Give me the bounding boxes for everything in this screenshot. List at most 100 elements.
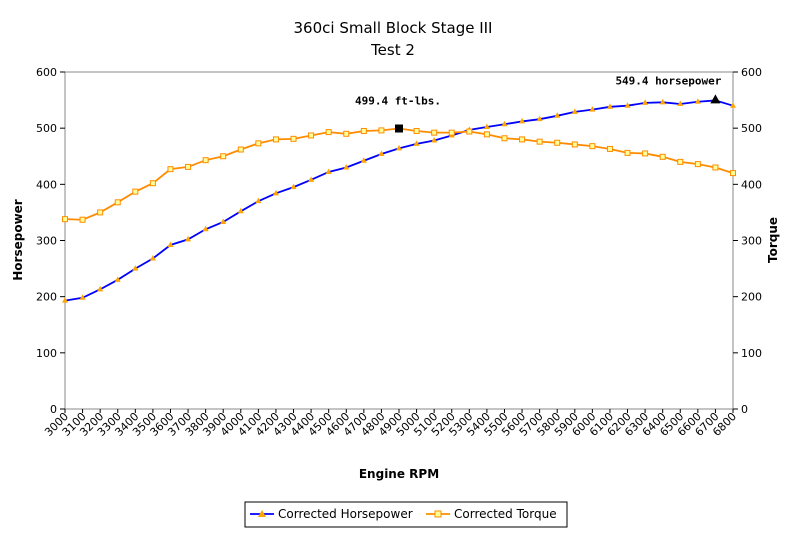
y-left-tick-label: 500 xyxy=(36,122,57,135)
horsepower-point xyxy=(220,218,227,224)
legend-marker-horsepower xyxy=(258,510,266,517)
y-left-tick-label: 200 xyxy=(36,291,57,304)
y-left-tick-label: 300 xyxy=(36,235,57,248)
y-right-tick-label: 0 xyxy=(741,403,748,416)
horsepower-point xyxy=(431,137,438,143)
horsepower-point xyxy=(132,265,139,271)
torque-point xyxy=(519,136,526,143)
torque-point xyxy=(642,150,649,157)
legend-label-horsepower: Corrected Horsepower xyxy=(278,507,413,521)
y-left-tick-label: 600 xyxy=(36,66,57,79)
horsepower-point xyxy=(483,123,490,130)
horsepower-point xyxy=(79,294,86,300)
horsepower-point xyxy=(554,112,561,118)
horsepower-point xyxy=(149,254,156,261)
horsepower-point xyxy=(202,225,209,232)
horsepower-peak-annotation: 549.4 horsepower xyxy=(615,74,721,87)
horsepower-point xyxy=(114,276,121,282)
torque-point xyxy=(255,140,262,147)
torque-point xyxy=(448,129,455,136)
torque-point xyxy=(378,127,385,134)
torque-point xyxy=(185,163,192,170)
horsepower-point xyxy=(589,106,596,112)
y-right-tick-label: 100 xyxy=(741,347,762,360)
horsepower-point xyxy=(378,150,385,157)
torque-point xyxy=(290,135,297,142)
torque-point xyxy=(606,145,613,152)
horsepower-point xyxy=(413,140,420,146)
y-left-tick-label: 0 xyxy=(50,403,57,416)
y-right-tick-label: 500 xyxy=(741,122,762,135)
torque-point xyxy=(202,157,209,164)
y-right-tick-label: 400 xyxy=(741,178,762,191)
torque-point xyxy=(308,132,315,139)
y-left-tick-label: 400 xyxy=(36,178,57,191)
torque-point xyxy=(167,166,174,173)
horsepower-point xyxy=(694,98,701,104)
horsepower-point xyxy=(237,207,244,214)
x-axis: 3000310032003300340035003600370038003900… xyxy=(42,409,739,439)
horsepower-peak-marker xyxy=(710,94,721,104)
horsepower-point xyxy=(167,241,174,247)
torque-point xyxy=(431,129,438,136)
y-right-tick-label: 200 xyxy=(741,291,762,304)
torque-point xyxy=(536,138,543,145)
horsepower-point xyxy=(62,297,68,303)
torque-point xyxy=(730,170,736,177)
horsepower-point xyxy=(677,100,684,107)
horsepower-point xyxy=(272,189,279,196)
horsepower-point xyxy=(606,103,613,109)
torque-point xyxy=(413,127,420,134)
torque-point xyxy=(114,199,121,206)
horsepower-point xyxy=(571,108,578,114)
torque-peak-annotation: 499.4 ft-lbs. xyxy=(355,95,441,108)
torque-point xyxy=(466,128,473,135)
legend-label-torque: Corrected Torque xyxy=(454,507,557,521)
torque-peak-marker xyxy=(395,124,403,133)
series-layer xyxy=(62,96,736,303)
torque-point xyxy=(237,146,244,153)
torque-point xyxy=(571,141,578,148)
y-axis-left-label: Horsepower xyxy=(11,199,25,281)
horsepower-point xyxy=(501,120,508,127)
torque-point xyxy=(132,188,139,195)
horsepower-point xyxy=(396,144,402,151)
y-axis-right-label: Torque xyxy=(766,217,780,263)
horsepower-point xyxy=(97,285,104,292)
horsepower-point xyxy=(659,98,666,105)
y-axis-right: 0 100 200 300 400 500 600 xyxy=(733,66,762,416)
horsepower-point xyxy=(343,163,350,170)
torque-point xyxy=(149,180,156,187)
horsepower-point xyxy=(290,183,297,190)
torque-point xyxy=(694,161,701,168)
torque-point xyxy=(220,153,227,160)
legend-box xyxy=(244,501,568,528)
torque-point xyxy=(501,135,508,142)
horsepower-point xyxy=(360,157,367,163)
x-axis-label: Engine RPM xyxy=(359,467,439,481)
torque-point xyxy=(483,131,490,138)
torque-point xyxy=(659,153,666,160)
horsepower-point xyxy=(325,168,332,174)
horsepower-point xyxy=(308,176,315,182)
torque-point xyxy=(62,216,68,223)
horsepower-point xyxy=(624,102,631,108)
torque-point xyxy=(624,149,631,156)
torque-point xyxy=(360,127,367,134)
y-left-tick-label: 100 xyxy=(36,347,57,360)
y-axis-left: 0 100 200 300 400 500 600 xyxy=(36,66,65,416)
horsepower-point xyxy=(519,117,526,124)
horsepower-point xyxy=(642,99,649,105)
torque-point xyxy=(343,130,350,137)
y-right-tick-label: 300 xyxy=(741,235,762,248)
torque-point xyxy=(79,216,86,223)
chart-subtitle: Test 2 xyxy=(370,41,415,59)
plot-area xyxy=(64,71,734,410)
torque-point xyxy=(677,158,684,165)
horsepower-point xyxy=(255,197,262,204)
annotation-layer: 499.4 ft-lbs. 549.4 horsepower xyxy=(355,74,722,133)
torque-point xyxy=(325,129,332,136)
torque-point xyxy=(712,164,719,171)
legend-marker-torque xyxy=(434,510,442,518)
